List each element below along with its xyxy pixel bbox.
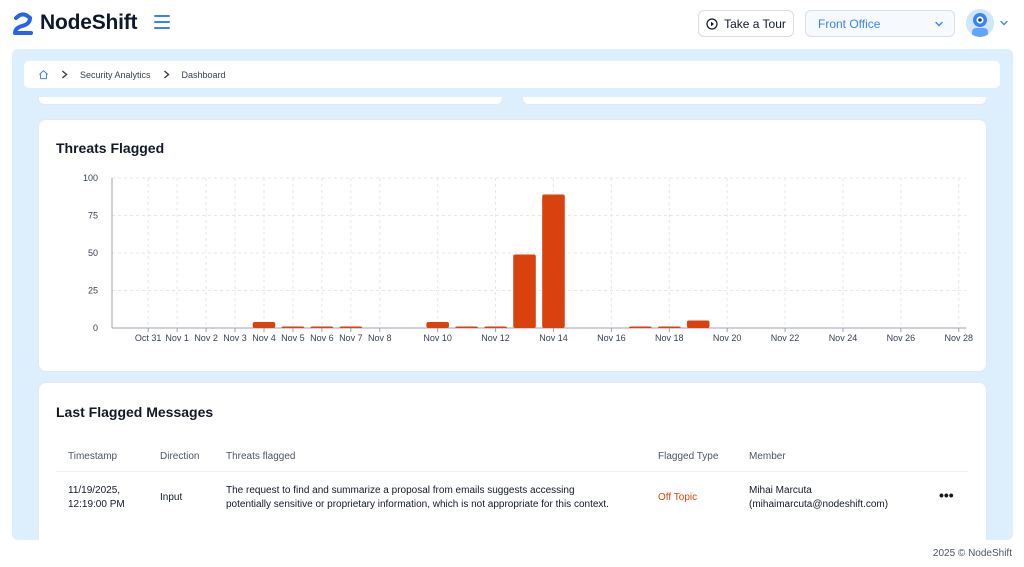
take-a-tour-button[interactable]: Take a Tour [698,10,794,37]
column-header-threats-flagged[interactable]: Threats flagged [226,451,296,462]
x-tick-label: Oct 31 [135,333,162,343]
last-flagged-messages-title: Last Flagged Messages [56,404,214,420]
x-tick-label: Nov 6 [310,333,334,343]
avatar-icon [966,9,994,37]
chart-bar-nov-17 [629,326,652,328]
row-timestamp: 11/19/2025, 12:19:00 PM [68,484,125,512]
row-flagged-type: Off Topic [658,492,698,503]
row-member-email: (mihaimarcuta@nodeshift.com) [749,499,889,510]
row-timestamp-time: 12:19:00 PM [68,499,125,510]
chart-bar-nov-5 [281,326,305,328]
threats-flagged-card: Threats Flagged 0 25 50 75 100 Oct 31 Nov 1 Nov… [38,119,987,372]
x-tick-label: Nov 20 [713,333,742,343]
column-header-flagged-type[interactable]: Flagged Type [658,451,719,462]
x-tick-label: Nov 7 [339,333,363,343]
x-tick-label: Nov 28 [944,333,973,343]
nodeshift-logo-icon [13,12,33,35]
chevron-right-icon [61,70,68,79]
column-header-direction[interactable]: Direction [160,451,200,462]
row-member-name: Mihai Marcuta [749,485,812,496]
chart-bar-nov-11 [455,326,478,328]
x-tick-label: Nov 2 [194,333,218,343]
breadcrumb-item-dashboard: Dashboard [181,69,226,80]
column-header-member[interactable]: Member [749,451,786,462]
chart-bar-nov-18 [657,326,681,328]
row-direction: Input [160,492,183,503]
chart-bar-nov-13 [513,254,536,328]
threats-flagged-chart: 0 25 50 75 100 Oct 31 Nov 1 Nov 2 Nov 3 Nov 4 Nov … [83,173,973,343]
x-tick-label: Nov 5 [281,333,305,343]
avatar-chevron-down-icon[interactable] [999,18,1009,28]
previous-card-right [522,97,987,105]
last-flagged-messages-card: Last Flagged Messages Timestamp Directio… [38,382,987,540]
row-member: Mihai Marcuta (mihaimarcuta@nodeshift.co… [749,484,888,512]
chart-bar-nov-19 [686,320,710,328]
x-tick-label: Nov 26 [887,333,916,343]
breadcrumb: Security Analytics Dashboard [24,61,1000,88]
brand-logo[interactable]: NodeShift [10,10,138,36]
chart-bar-nov-14 [542,194,565,328]
row-timestamp-date: 11/19/2025, [68,485,121,496]
chart-bar-nov-6 [310,326,334,328]
chevron-down-icon [935,21,943,26]
user-avatar[interactable] [966,9,994,37]
y-tick-label: 75 [88,211,98,221]
previous-card-left [38,97,503,105]
row-threat-description: The request to find and summarize a prop… [226,484,609,512]
chart-bar-nov-7 [339,326,363,328]
x-tick-label: Nov 10 [423,333,452,343]
content-wrapper: Security Analytics Dashboard Threats Fla… [12,49,1013,540]
threats-flagged-title: Threats Flagged [56,140,165,156]
top-header: NodeShift Take a Tour Front Office [0,0,1024,48]
row-actions-menu-icon[interactable]: ••• [939,487,954,503]
home-icon[interactable] [38,69,49,80]
office-select[interactable]: Front Office [805,10,955,37]
dashboard-scroll-area[interactable]: Threats Flagged 0 25 50 75 100 Oct 31 Nov 1 Nov… [12,97,1013,540]
footer-copyright: 2025 © NodeShift [932,548,1012,559]
y-tick-label: 0 [93,323,98,333]
y-tick-label: 100 [83,173,98,183]
take-a-tour-label: Take a Tour [724,16,786,31]
chart-bar-nov-12 [484,326,507,328]
x-tick-label: Nov 3 [223,333,247,343]
x-tick-label: Nov 24 [829,333,858,343]
x-tick-label: Nov 8 [368,333,392,343]
row-threat-line-1: The request to find and summarize a prop… [226,485,575,496]
x-tick-label: Nov 16 [597,333,626,343]
brand-name: NodeShift [40,11,138,34]
breadcrumb-item-security-analytics[interactable]: Security Analytics [80,69,151,80]
x-tick-label: Nov 14 [539,333,568,343]
x-tick-label: Nov 18 [655,333,684,343]
x-tick-label: Nov 4 [252,333,276,343]
chart-bar-nov-4 [252,322,276,328]
chevron-right-icon [163,70,170,79]
row-threat-line-2: potentially sensitive or proprietary inf… [226,499,609,510]
header-divider [56,471,968,472]
menu-toggle-icon[interactable] [154,15,170,29]
column-header-timestamp[interactable]: Timestamp [68,451,118,462]
x-tick-label: Nov 12 [481,333,510,343]
play-circle-icon [706,17,718,30]
y-tick-label: 50 [88,248,98,258]
y-tick-label: 25 [88,286,98,296]
office-select-value: Front Office [818,16,881,31]
chart-bar-nov-10 [426,322,449,328]
x-tick-label: Nov 1 [165,333,189,343]
x-tick-label: Nov 22 [771,333,800,343]
